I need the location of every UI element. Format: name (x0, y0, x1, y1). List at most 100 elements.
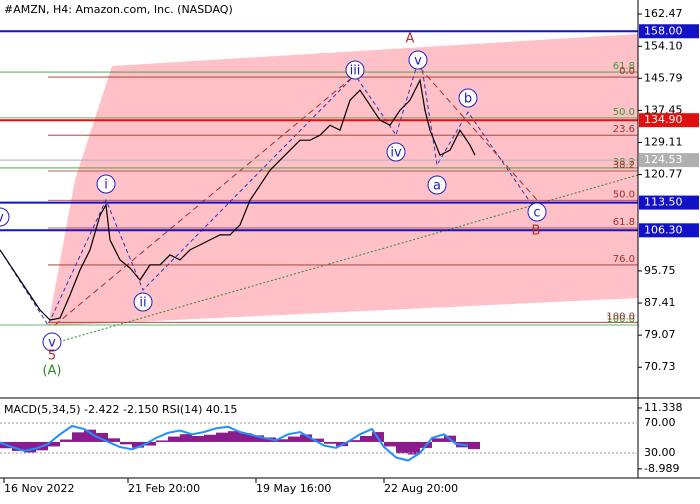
wave-circle (133, 292, 153, 312)
macd-bar (84, 429, 96, 442)
wave-label: v (0, 211, 4, 226)
wave-circle (527, 202, 547, 222)
fibo-label: 23.6 (613, 124, 635, 135)
wave-circle (0, 207, 10, 227)
macd-bar (192, 435, 204, 442)
y-tick-label: 11.338 (644, 401, 683, 414)
macd-bar (384, 441, 396, 447)
macd-bar (432, 438, 444, 442)
level-label: 134.90 (644, 113, 683, 126)
level-label: 158.00 (644, 24, 683, 37)
fibo-label: 61.8 (613, 217, 635, 228)
level-label: 124.53 (644, 153, 683, 166)
wave-label: v (414, 54, 422, 69)
macd-bar (360, 435, 372, 442)
fibo-label: 38.2 (613, 157, 635, 168)
wave-label: a (433, 179, 441, 194)
main-pane: 61.850.038.2100.00.023.638.250.061.876.0… (0, 30, 638, 326)
fibo-label: 100.0 (606, 311, 635, 322)
wave-label: iii (350, 64, 361, 79)
wave-label: v (48, 336, 56, 351)
fibo-label: 100.0 (606, 314, 635, 325)
fibo-label: 76.0 (613, 254, 635, 265)
level-tag (639, 153, 699, 168)
macd-bar (156, 440, 168, 442)
y-tick-label: 137.45 (644, 103, 683, 116)
macd-bar (324, 441, 336, 444)
fibo-label: 38.2 (613, 160, 635, 171)
wave-label: 5 (48, 349, 56, 364)
channel (48, 34, 638, 326)
y-tick-label: 162.47 (644, 7, 683, 20)
macd-bar (108, 438, 120, 442)
fibo-label: 0.0 (619, 66, 635, 77)
price-line (0, 78, 476, 321)
macd-bar (408, 441, 420, 455)
wave-circle (427, 175, 447, 195)
macd-bar (300, 434, 312, 442)
indicator-title: MACD(5,34,5) -2.422 -2.150 RSI(14) 40.15 (4, 403, 237, 416)
y-tick-label: 79.07 (644, 328, 676, 341)
macd-bar (276, 439, 288, 442)
wave-label: ii (139, 296, 146, 311)
y2-tick-label: 70.00 (644, 416, 676, 429)
macd-bar (204, 434, 216, 442)
y-tick-label: 145.79 (644, 71, 683, 84)
y-tick-label: 87.41 (644, 296, 676, 309)
fibo-label: 50.0 (613, 189, 635, 200)
macd-bar (288, 436, 300, 442)
y-tick-label: 120.77 (644, 168, 683, 181)
level-tag (639, 113, 699, 128)
y-tick-label: 129.11 (644, 135, 683, 148)
macd-bar (132, 441, 144, 448)
macd-bar (72, 432, 84, 442)
wave-circle (42, 332, 62, 352)
wave-label: i (104, 178, 108, 193)
level-label: 113.50 (644, 196, 683, 209)
macd-bar (228, 431, 240, 442)
wave-circle (386, 142, 406, 162)
macd-bar (96, 432, 108, 442)
x-tick-label: 22 Aug 20:00 (384, 482, 458, 495)
macd-bar (396, 441, 408, 454)
macd-bar (216, 432, 228, 442)
level-tag (639, 195, 699, 210)
macd-bar (312, 438, 324, 442)
y2-tick-label: 30.00 (644, 446, 676, 459)
wave-label: iv (390, 146, 402, 161)
wave-label: B (532, 224, 541, 239)
level-tag (639, 24, 699, 39)
y-tick-label: 70.73 (644, 360, 676, 373)
macd-bar (348, 440, 360, 442)
wave-line (0, 54, 538, 327)
level-tag (639, 223, 699, 238)
macd-bar (240, 433, 252, 442)
rsi-line (0, 424, 469, 462)
level-label: 106.30 (644, 223, 683, 236)
wave-circle (458, 88, 478, 108)
macd-bar (180, 434, 192, 442)
macd-bar (24, 441, 36, 453)
fibo-label: 50.0 (613, 107, 635, 118)
macd-bar (468, 441, 480, 450)
macd-bar (144, 441, 156, 446)
fibo-label: 61.8 (613, 61, 635, 72)
y-tick-label: 154.10 (644, 39, 683, 52)
x-tick-label: 21 Feb 20:00 (128, 482, 200, 495)
macd-bar (252, 435, 264, 442)
macd-bar (12, 441, 24, 451)
macd-bar (120, 441, 132, 445)
wave-label: A (406, 32, 415, 47)
wave-circle (96, 174, 116, 194)
macd-bar (168, 436, 180, 442)
y-tick-label: 95.75 (644, 264, 676, 277)
wave-label: c (533, 206, 540, 221)
wave-circle (345, 60, 365, 80)
macd-bar (48, 441, 60, 447)
wave-label: (A) (42, 364, 61, 379)
macd-bar (60, 439, 72, 442)
wave-circle (408, 50, 428, 70)
y-tick-label: -8.989 (644, 462, 679, 475)
chart-title: #AMZN, H4: Amazon.com, Inc. (NASDAQ) (4, 3, 233, 16)
